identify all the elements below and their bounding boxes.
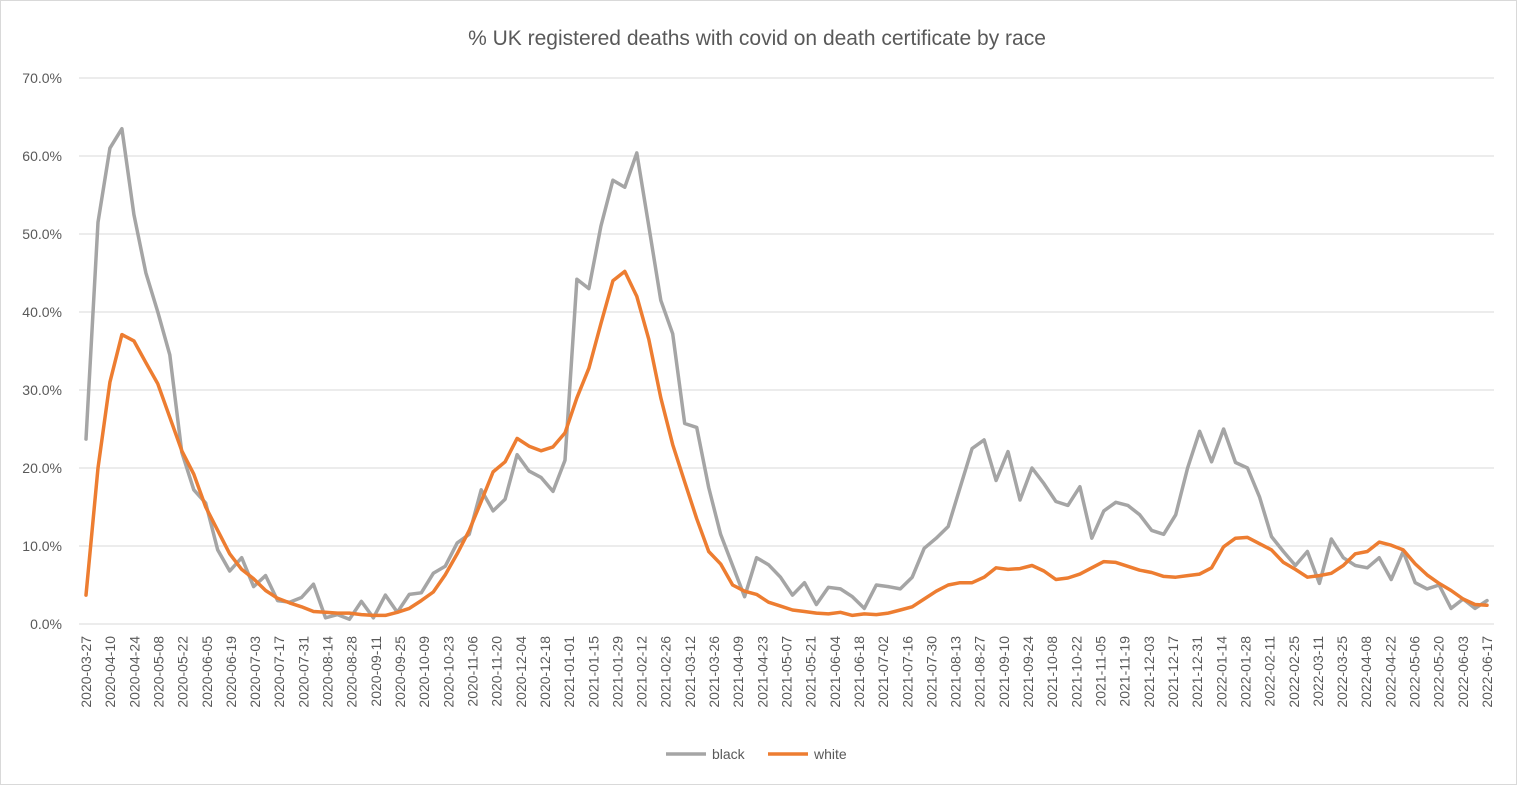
x-tick-label: 2021-01-01 — [561, 636, 577, 708]
series-line-white — [84, 269, 1489, 618]
x-tick-label: 2021-11-19 — [1117, 636, 1133, 707]
x-tick-label: 2020-10-23 — [440, 636, 456, 708]
x-tick-label: 2020-09-25 — [392, 636, 408, 708]
legend: black white — [666, 746, 847, 762]
x-tick-label: 2022-04-08 — [1358, 636, 1374, 708]
x-tick-label: 2022-02-25 — [1286, 636, 1302, 708]
x-tick-label: 2020-04-10 — [102, 636, 118, 708]
x-tick-label: 2022-05-06 — [1407, 636, 1423, 708]
y-tick-label: 20.0% — [22, 460, 62, 476]
x-tick-label: 2020-07-17 — [271, 636, 287, 708]
x-tick-label: 2021-05-07 — [779, 636, 795, 708]
gridlines — [79, 77, 1494, 625]
x-tick-label: 2021-12-03 — [1141, 636, 1157, 708]
x-tick-label: 2022-01-14 — [1213, 636, 1229, 708]
x-tick-label: 2021-06-04 — [827, 636, 843, 708]
x-tick-label: 2021-09-24 — [1020, 636, 1036, 708]
series-lines — [84, 126, 1489, 622]
x-tick-label: 2021-01-15 — [585, 636, 601, 708]
x-tick-label: 2021-10-08 — [1044, 636, 1060, 708]
x-tick-label: 2020-08-14 — [320, 636, 336, 708]
x-tick-label: 2022-03-25 — [1334, 636, 1350, 708]
x-tick-label: 2022-02-11 — [1262, 636, 1278, 707]
y-tick-label: 30.0% — [22, 382, 62, 398]
x-tick-label: 2021-06-18 — [851, 636, 867, 708]
x-axis-tick-labels: 2020-03-27 2020-04-10 2020-04-24 2020-05-08… — [78, 636, 1495, 708]
x-tick-label: 2021-07-16 — [899, 636, 915, 708]
x-tick-label: 2021-05-21 — [803, 636, 819, 708]
series-line-black — [84, 126, 1489, 622]
x-tick-label: 2020-10-09 — [416, 636, 432, 708]
x-tick-label: 2020-04-24 — [126, 636, 142, 708]
x-tick-label: 2022-06-17 — [1479, 636, 1495, 708]
x-tick-label: 2021-01-29 — [609, 636, 625, 708]
y-tick-label: 70.0% — [22, 70, 62, 86]
x-tick-label: 2021-08-13 — [948, 636, 964, 708]
x-tick-label: 2020-06-19 — [223, 636, 239, 708]
x-tick-label: 2022-06-03 — [1455, 636, 1471, 708]
x-tick-label: 2022-01-28 — [1237, 636, 1253, 708]
x-tick-label: 2020-05-22 — [175, 636, 191, 708]
y-tick-label: 60.0% — [22, 148, 62, 164]
x-tick-label: 2021-09-10 — [996, 636, 1012, 708]
x-tick-label: 2020-03-27 — [78, 636, 94, 708]
x-tick-label: 2021-07-30 — [923, 636, 939, 708]
x-tick-label: 2020-06-05 — [199, 636, 215, 708]
x-tick-label: 2022-03-11 — [1310, 636, 1326, 707]
x-tick-label: 2021-08-27 — [972, 636, 988, 708]
legend-label-white: white — [813, 746, 847, 762]
x-tick-label: 2022-05-20 — [1431, 636, 1447, 708]
y-tick-label: 40.0% — [22, 304, 62, 320]
x-tick-label: 2021-04-09 — [730, 636, 746, 708]
x-tick-label: 2021-02-26 — [658, 636, 674, 708]
x-tick-label: 2020-11-20 — [489, 636, 505, 707]
y-tick-label: 50.0% — [22, 226, 62, 242]
x-tick-label: 2020-08-28 — [344, 636, 360, 708]
x-tick-label: 2020-09-11 — [368, 636, 384, 707]
x-tick-label: 2020-11-06 — [464, 636, 480, 707]
x-tick-label: 2021-07-02 — [875, 636, 891, 708]
x-tick-label: 2020-12-04 — [513, 636, 529, 708]
y-axis-tick-labels: 0.0% 10.0% 20.0% 30.0% 40.0% 50.0% 60.0% 70.0% — [22, 70, 62, 632]
x-tick-label: 2020-05-08 — [150, 636, 166, 708]
x-tick-label: 2020-07-03 — [247, 636, 263, 708]
x-tick-label: 2020-07-31 — [295, 636, 311, 708]
x-tick-label: 2020-12-18 — [537, 636, 553, 708]
y-tick-label: 10.0% — [22, 538, 62, 554]
x-tick-label: 2021-10-22 — [1068, 636, 1084, 708]
y-tick-label: 0.0% — [30, 616, 62, 632]
x-tick-label: 2021-02-12 — [634, 636, 650, 708]
x-tick-label: 2021-11-05 — [1093, 636, 1109, 707]
chart-title: % UK registered deaths with covid on dea… — [468, 27, 1046, 50]
x-tick-label: 2022-04-22 — [1382, 636, 1398, 708]
legend-label-black: black — [712, 746, 746, 762]
x-tick-label: 2021-03-26 — [706, 636, 722, 708]
x-tick-label: 2021-04-23 — [754, 636, 770, 708]
x-tick-label: 2021-12-31 — [1189, 636, 1205, 708]
x-tick-label: 2021-12-17 — [1165, 636, 1181, 708]
x-tick-label: 2021-03-12 — [682, 636, 698, 708]
